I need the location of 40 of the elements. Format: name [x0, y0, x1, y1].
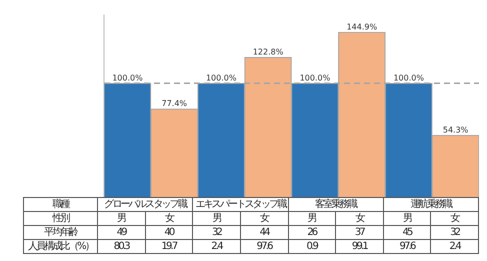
- text: 40: [145, 226, 193, 240]
- data-label: 100.0%: [112, 73, 144, 82]
- text: 32: [430, 226, 478, 240]
- data-label: 144.9%: [346, 22, 378, 32]
- data-label: 100.0%: [393, 73, 424, 82]
- x-tick-label: 男: [383, 212, 431, 226]
- text: 32: [192, 226, 240, 240]
- x-tick-label: 女: [145, 212, 193, 226]
- text: 49: [98, 226, 146, 240]
- x-axis-title: 性別: [24, 212, 98, 226]
- text: 2.4: [430, 240, 478, 254]
- x-tick-label: 男: [98, 212, 146, 226]
- text: 97.6: [240, 240, 288, 254]
- x-tick-label: 女: [336, 212, 384, 226]
- x-tick-label: 女: [240, 212, 288, 226]
- text: 45: [383, 226, 431, 240]
- data-label: 100.0%: [206, 73, 237, 82]
- x-tick-label: 女: [430, 212, 478, 226]
- text: 19.7: [145, 240, 193, 254]
- text: 0.9: [288, 240, 336, 254]
- data-label: 54.3%: [442, 125, 469, 134]
- text: 80.3: [98, 240, 146, 254]
- text: 客室乗務職: [288, 198, 384, 212]
- text: 職種: [24, 198, 98, 212]
- text: 平均年齢: [24, 226, 98, 240]
- x-tick-label: 男: [192, 212, 240, 226]
- data-label: 100.0%: [300, 73, 331, 82]
- text: 37: [336, 226, 384, 240]
- x-tick-label: 男: [288, 212, 336, 226]
- data-label: 77.4%: [162, 99, 188, 108]
- text: グローバルスタッフ職: [98, 198, 193, 212]
- text: 44: [240, 226, 288, 240]
- data-label: 122.8%: [252, 47, 284, 56]
- text: 2.4: [192, 240, 240, 254]
- text: 26: [288, 226, 336, 240]
- text: 97.6: [383, 240, 431, 254]
- text: 運航乗務職: [383, 198, 478, 212]
- text: エキスパートスタッフ職: [192, 198, 288, 212]
- text: 人員構成比（%）: [24, 240, 98, 254]
- text: 99.1: [336, 240, 384, 254]
